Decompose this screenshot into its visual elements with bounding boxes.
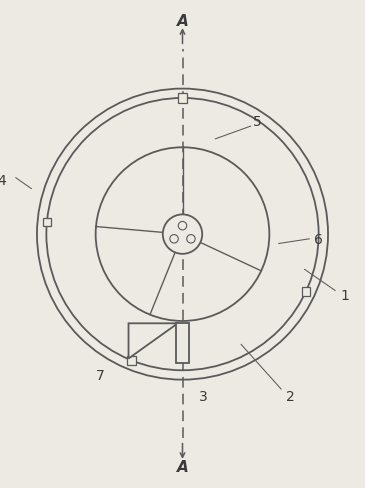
Text: 4: 4 (0, 174, 6, 188)
Circle shape (170, 235, 178, 244)
Bar (301, 288, 310, 296)
Circle shape (187, 235, 195, 244)
Bar (176, 324, 189, 364)
Text: A: A (177, 14, 188, 29)
Text: 2: 2 (286, 389, 295, 403)
Polygon shape (128, 324, 178, 359)
Text: 1: 1 (340, 288, 349, 303)
Circle shape (178, 222, 187, 230)
Circle shape (163, 215, 202, 254)
Bar (127, 356, 136, 365)
Text: 3: 3 (199, 389, 208, 403)
Text: 7: 7 (96, 368, 105, 382)
Text: A: A (177, 459, 188, 474)
Text: 6: 6 (314, 232, 323, 246)
Bar (43, 219, 51, 227)
Text: 5: 5 (253, 115, 262, 129)
Bar (178, 94, 187, 103)
